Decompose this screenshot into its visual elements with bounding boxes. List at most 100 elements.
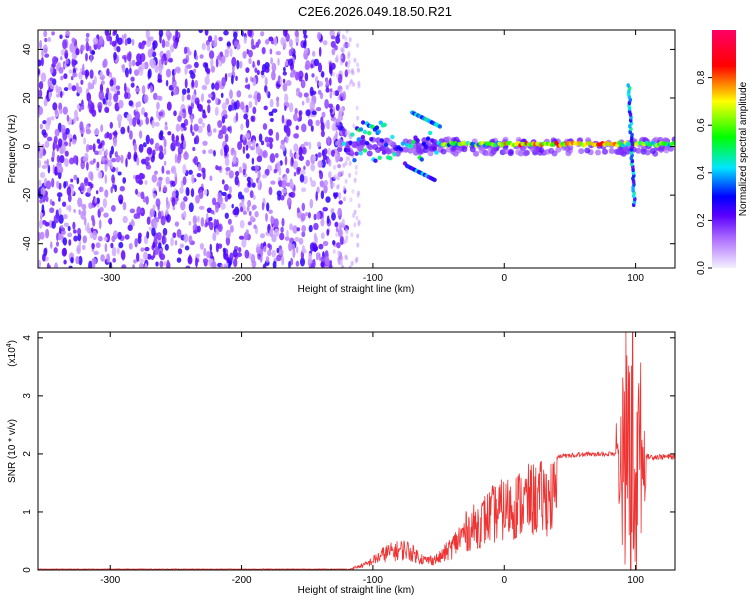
heatmap-noise-cell — [217, 223, 223, 233]
heatmap-noise-cell — [90, 171, 94, 182]
heatmap-halo-cell — [375, 147, 381, 153]
heatmap-noise-cell — [212, 232, 217, 242]
heatmap-noise-cell — [316, 141, 322, 148]
heatmap-noise-cell — [197, 125, 203, 134]
heatmap-noise-cell — [136, 156, 140, 166]
heatmap-noise-cell — [54, 166, 58, 176]
heatmap-noise-cell — [110, 205, 116, 212]
heatmap-noise-cell — [260, 140, 265, 146]
heatmap-noise-cell — [265, 212, 268, 222]
heatmap-noise-cell — [158, 151, 164, 160]
heatmap-halo-cell — [515, 149, 522, 156]
heatmap-noise-cell — [327, 135, 331, 146]
heatmap-noise-cell — [49, 207, 55, 214]
heatmap-noise-cell — [43, 247, 48, 257]
heatmap-noise-cell — [308, 252, 313, 260]
heatmap-noise-cell — [183, 46, 188, 55]
heatmap-noise-cell — [330, 35, 336, 40]
heatmap-carrier-cell — [354, 151, 359, 156]
heatmap-noise-cell — [68, 239, 72, 246]
heatmap-noise-cell — [56, 145, 59, 152]
heatmap-noise-cell — [169, 44, 175, 53]
heatmap-noise-cell — [90, 183, 94, 189]
heatmap-branch-cell — [362, 129, 368, 135]
heatmap-carrier-cell — [430, 138, 435, 143]
heatmap-noise-cell — [319, 181, 325, 188]
heatmap-noise-cell — [322, 207, 328, 212]
heatmap-noise-cell — [238, 235, 245, 240]
heatmap-noise-cell — [298, 146, 303, 157]
heatmap-noise-cell — [210, 58, 214, 68]
heatmap-noise-cell — [264, 76, 268, 87]
heatmap-noise-cell — [309, 198, 314, 209]
heatmap-noise-cell — [92, 37, 99, 45]
heatmap-noise-cell — [59, 108, 63, 115]
heatmap-noise-cell — [92, 143, 96, 153]
heatmap-noise-cell — [334, 90, 340, 97]
heatmap-noise-cell — [242, 145, 246, 155]
heatmap-noise-cell — [49, 77, 54, 82]
heatmap-noise-cell — [260, 70, 265, 76]
heatmap-noise-cell — [163, 138, 167, 148]
heatmap-noise-cell — [254, 98, 258, 106]
heatmap-noise-cell — [83, 176, 89, 187]
heatmap-noise-cell — [328, 103, 333, 109]
x-tick-label: -300 — [100, 273, 120, 284]
heatmap-noise-cell — [67, 82, 72, 91]
heatmap-noise-cell — [304, 72, 309, 82]
heatmap-noise-cell — [255, 246, 262, 255]
heatmap-noise-cell — [294, 236, 300, 242]
heatmap-noise-cell — [38, 159, 42, 168]
heatmap-noise-cell — [261, 47, 266, 55]
heatmap-noise-cell — [171, 133, 175, 143]
heatmap-noise-cell — [338, 108, 342, 114]
heatmap-noise-cell — [259, 233, 266, 239]
heatmap-noise-cell — [106, 87, 110, 95]
heatmap-noise-cell — [318, 243, 324, 250]
heatmap-noise-cell — [342, 162, 346, 168]
x-tick-label: 100 — [627, 273, 644, 284]
heatmap-noise-cell — [159, 145, 164, 154]
heatmap-noise-cell — [183, 151, 189, 160]
heatmap-noise-cell — [290, 257, 294, 266]
heatmap-noise-cell — [165, 176, 170, 185]
heatmap-noise-cell — [338, 171, 341, 177]
heatmap-noise-cell — [206, 207, 212, 214]
heatmap-noise-cell — [299, 257, 306, 267]
heatmap-noise-cell — [62, 131, 68, 141]
heatmap-noise-cell — [336, 184, 340, 190]
heatmap-noise-cell — [284, 155, 288, 166]
heatmap-halo-cell — [663, 147, 670, 154]
heatmap-noise-cell — [122, 201, 127, 211]
heatmap-noise-cell — [151, 51, 157, 58]
heatmap-noise-cell — [110, 186, 113, 194]
heatmap-noise-cell — [190, 72, 196, 79]
heatmap-noise-cell — [161, 39, 166, 49]
heatmap-carrier-cell — [377, 155, 382, 160]
heatmap-noise-cell — [79, 121, 84, 131]
heatmap-carrier-cell — [432, 146, 437, 151]
heatmap-noise-cell — [257, 39, 261, 45]
heatmap-noise-cell — [320, 232, 325, 239]
heatmap-noise-cell — [233, 101, 238, 111]
heatmap-noise-cell — [53, 139, 58, 150]
snr-ylabel: SNR (10 * v/v) — [7, 419, 18, 483]
heatmap-noise-cell — [328, 263, 333, 268]
heatmap-noise-cell — [269, 228, 274, 238]
heatmap-noise-cell — [223, 30, 229, 36]
colorbar-tick-label: 0.0 — [696, 261, 707, 275]
heatmap-noise-cell — [317, 89, 322, 95]
heatmap-noise-cell — [87, 81, 92, 90]
heatmap-noise-cell — [137, 100, 142, 108]
heatmap-noise-cell — [225, 97, 230, 106]
heatmap-carrier-cell — [411, 139, 416, 145]
heatmap-noise-cell — [67, 232, 73, 238]
heatmap-noise-cell — [177, 146, 183, 155]
heatmap-noise-cell — [85, 70, 88, 80]
heatmap-carrier-cell — [423, 144, 429, 149]
heatmap-noise-cell — [237, 141, 243, 151]
heatmap-noise-cell — [326, 215, 330, 224]
heatmap-noise-cell — [143, 94, 149, 104]
heatmap-noise-cell — [264, 136, 269, 143]
heatmap-noise-cell — [94, 150, 100, 155]
